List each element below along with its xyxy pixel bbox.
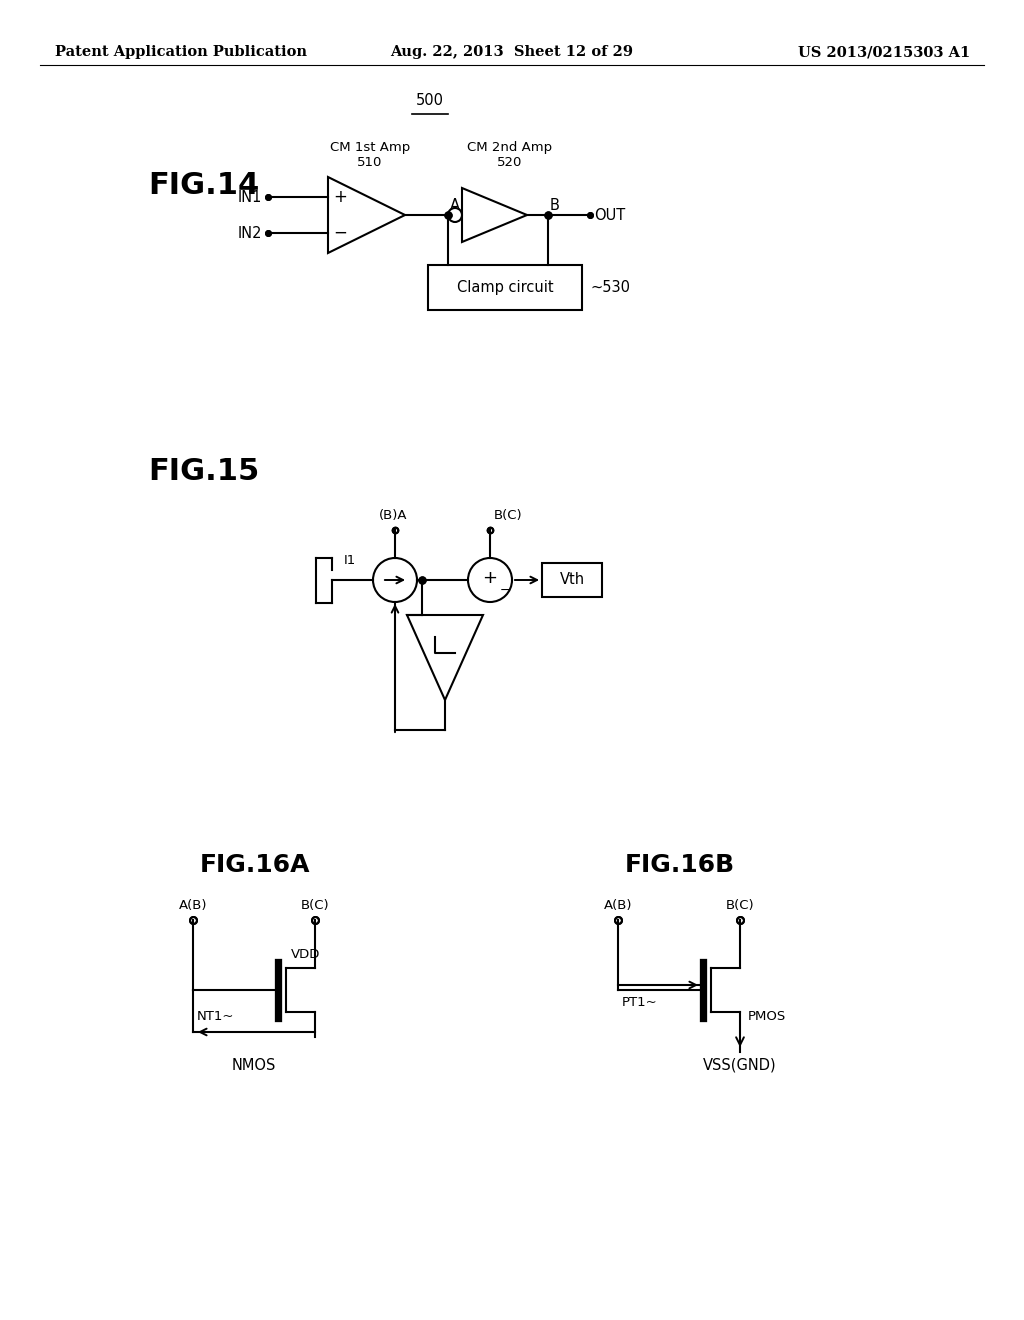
Text: 520: 520 [498,156,522,169]
Text: FIG.16A: FIG.16A [200,853,310,876]
Text: B(C): B(C) [301,899,330,912]
Text: NMOS: NMOS [231,1057,276,1072]
Text: PT1~: PT1~ [622,995,657,1008]
Text: B(C): B(C) [494,510,522,523]
Text: A: A [450,198,460,213]
Text: IN1: IN1 [238,190,262,205]
Text: IN2: IN2 [238,226,262,240]
Text: VDD: VDD [291,948,321,961]
Text: Aug. 22, 2013  Sheet 12 of 29: Aug. 22, 2013 Sheet 12 of 29 [390,45,633,59]
Text: (B)A: (B)A [379,510,408,523]
Text: Vth: Vth [559,573,585,587]
Text: ~530: ~530 [590,280,630,294]
Text: VSS(GND): VSS(GND) [703,1057,777,1072]
Text: I1: I1 [344,553,356,566]
Text: OUT: OUT [594,207,626,223]
Text: −: − [500,583,511,597]
Text: B(C): B(C) [726,899,755,912]
Text: A(B): A(B) [179,899,207,912]
Bar [542,564,602,597]
Text: 500: 500 [416,92,444,108]
Text: FIG.16B: FIG.16B [625,853,735,876]
Bar [428,265,582,310]
Text: Patent Application Publication: Patent Application Publication [55,45,307,59]
Text: NT1~: NT1~ [197,1011,234,1023]
Text: FIG.14: FIG.14 [148,170,259,199]
Text: US 2013/0215303 A1: US 2013/0215303 A1 [798,45,970,59]
Text: +: + [333,187,347,206]
Text: PMOS: PMOS [748,1011,786,1023]
Text: Clamp circuit: Clamp circuit [457,280,553,294]
Text: 510: 510 [357,156,383,169]
Text: CM 1st Amp: CM 1st Amp [330,141,411,154]
Text: −: − [333,224,347,242]
Text: +: + [482,569,498,587]
Text: B: B [550,198,560,213]
Text: CM 2nd Amp: CM 2nd Amp [467,141,553,154]
Text: A(B): A(B) [604,899,632,912]
Text: FIG.15: FIG.15 [148,458,259,487]
